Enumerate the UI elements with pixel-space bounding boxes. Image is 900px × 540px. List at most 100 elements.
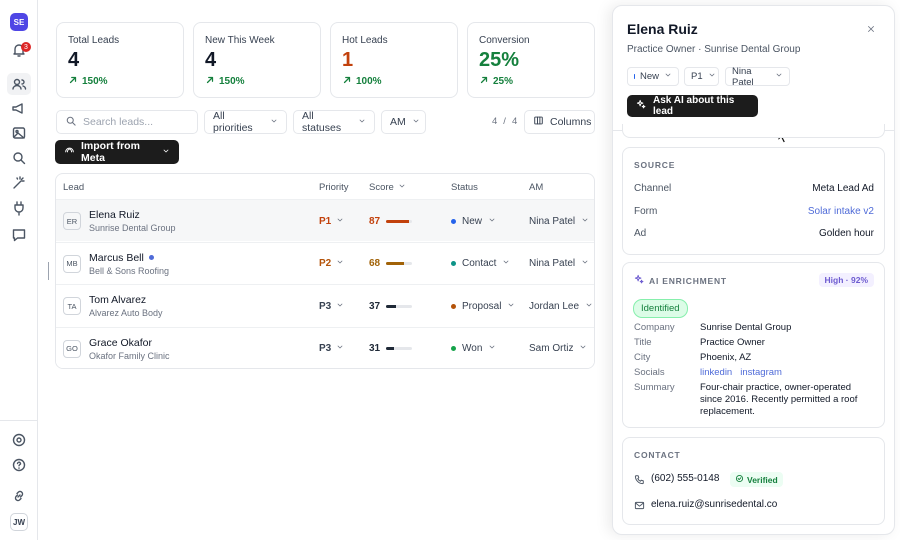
lead-cell: MB Marcus Bell Bell & Sons Roofing (63, 243, 169, 285)
trend-icon (205, 75, 215, 88)
priority-filter[interactable]: All priorities (204, 110, 287, 134)
social-link[interactable]: instagram (740, 367, 782, 378)
icon-shape (337, 345, 343, 349)
caret (162, 146, 170, 158)
column-header[interactable]: Status (451, 182, 478, 193)
am-cell[interactable]: Nina Patel (529, 243, 589, 285)
stat-card: Hot Leads 1 100% (330, 22, 458, 98)
icon-shape (480, 76, 488, 84)
panel-subtitle: Practice Owner · Sunrise Dental Group (627, 44, 801, 55)
status-cell[interactable]: Proposal (451, 285, 515, 327)
nav-icon[interactable] (11, 150, 27, 166)
import-label: Import from Meta (81, 140, 140, 164)
workspace-avatar[interactable]: SE (10, 13, 28, 31)
icon-shape (16, 437, 22, 443)
import-button[interactable]: Import from Meta (55, 140, 179, 164)
nav-icon[interactable] (11, 227, 27, 243)
field-key: Form (634, 205, 658, 217)
header-chip[interactable]: P1 (684, 67, 719, 86)
column-header[interactable]: Priority (319, 182, 349, 193)
icon-shape (489, 218, 495, 221)
icon-shape (634, 274, 644, 284)
am-cell[interactable]: Nina Patel (529, 200, 589, 242)
nav-icon[interactable] (11, 200, 27, 216)
lead-row[interactable]: GO Grace Okafor Okafor Family Clinic P3 31 Wo… (56, 326, 594, 369)
settings-icon[interactable] (11, 432, 27, 448)
social-links: linkedin instagram (700, 367, 875, 379)
icon-shape (665, 73, 671, 77)
icon-shape (66, 116, 76, 126)
field-value[interactable]: Solar intake v2 (807, 205, 874, 217)
enrichment-key: Summary (634, 382, 675, 393)
search-icon (65, 115, 77, 130)
score-cell: 31 (369, 328, 413, 369)
help-icon[interactable] (11, 457, 27, 473)
lead-row[interactable]: MB Marcus Bell Bell & Sons Roofing P2 68 Cont… (56, 241, 594, 285)
am-filter[interactable]: AM (381, 110, 426, 134)
chip-label: New (639, 71, 659, 82)
lead-name-line: Tom Alvarez (89, 294, 163, 306)
email-address[interactable]: elena.ruiz@sunrisedental.co (651, 499, 778, 510)
nav-icon[interactable] (11, 76, 27, 92)
caret (708, 71, 716, 82)
columns-label: Columns (550, 116, 592, 128)
caret (579, 343, 587, 354)
caret (664, 71, 672, 82)
search-placeholder: Search leads... (83, 116, 154, 128)
count-separator: / (503, 116, 506, 127)
change-value: 150% (219, 76, 245, 87)
enrichment-value: Practice Owner (700, 337, 765, 348)
nav-icon[interactable] (11, 125, 27, 141)
icon-shape (13, 78, 21, 86)
caret (336, 301, 344, 312)
priority-cell[interactable]: P2 (319, 243, 344, 285)
side-divider (0, 420, 38, 421)
shown-count: 4 (492, 116, 498, 127)
priority-cell[interactable]: P3 (319, 285, 344, 327)
icon-shape (509, 303, 514, 306)
icon-shape (582, 260, 588, 264)
link-icon[interactable] (11, 488, 27, 504)
user-avatar[interactable]: JW (10, 513, 28, 531)
column-header[interactable]: Score (369, 182, 406, 193)
priority-cell[interactable]: P1 (319, 200, 344, 242)
stat-label: Conversion (479, 35, 530, 46)
nav-icon[interactable] (11, 175, 27, 191)
status-dot (451, 303, 456, 309)
lead-company: Bell & Sons Roofing (89, 265, 170, 276)
icon-shape (665, 73, 671, 77)
verified-label: Verified (747, 474, 778, 485)
lead-initials: MB (63, 254, 81, 273)
trend-icon (68, 75, 78, 88)
am-cell[interactable]: Jordan Lee (529, 285, 593, 327)
am-cell[interactable]: Sam Ortiz (529, 328, 587, 369)
icon-shape (12, 78, 27, 90)
status-filter[interactable]: All statuses (293, 110, 375, 134)
nav-icon[interactable] (11, 100, 27, 116)
am-value: Sam Ortiz (529, 343, 574, 354)
status-cell[interactable]: Won (451, 328, 496, 369)
status-cell[interactable]: Contact (451, 243, 510, 285)
phone-number[interactable]: (602) 555-0148 (651, 473, 720, 484)
filter-label: All priorities (213, 110, 253, 134)
ask-ai-button[interactable]: Ask AI about this lead (627, 95, 758, 117)
lead-row[interactable]: ER Elena Ruiz Sunrise Dental Group P1 87 New N… (56, 199, 594, 241)
close-button[interactable] (866, 24, 876, 37)
columns-button[interactable]: Columns (524, 110, 595, 134)
icon-shape (12, 229, 26, 242)
score-cell: 87 (369, 200, 413, 242)
header-chip[interactable]: New (627, 67, 679, 86)
column-header[interactable]: AM (529, 182, 543, 193)
search-input[interactable]: Search leads... (56, 110, 198, 134)
priority-cell[interactable]: P3 (319, 328, 344, 369)
header-label: Lead (63, 182, 85, 193)
status-cell[interactable]: New (451, 200, 496, 242)
header-chip[interactable]: Nina Patel (725, 66, 790, 88)
caret (507, 301, 515, 312)
social-link[interactable]: linkedin (700, 367, 733, 378)
icon-shape (66, 148, 73, 153)
result-count: 4 / 4 (492, 116, 517, 127)
icon-shape (14, 490, 24, 502)
lead-row[interactable]: TA Tom Alvarez Alvarez Auto Body P3 37 Propos… (56, 284, 594, 326)
unread-dot (148, 255, 154, 260)
